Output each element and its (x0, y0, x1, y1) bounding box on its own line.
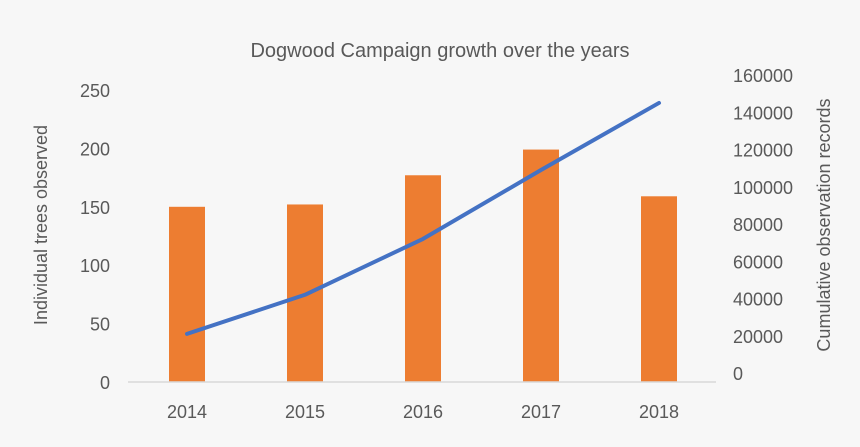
bar-2014 (169, 206, 205, 382)
x-tick-label: 2016 (403, 402, 443, 422)
y-left-tick-label: 0 (100, 373, 110, 393)
bar-2018 (641, 196, 677, 382)
y-axis-right-label: Cumulative observation records (814, 98, 834, 351)
x-tick-label: 2018 (639, 402, 679, 422)
y-right-tick-label: 160000 (733, 66, 793, 86)
y-right-tick-label: 100000 (733, 178, 793, 198)
y-right-tick-label: 0 (733, 364, 743, 384)
y-right-tick-label: 80000 (733, 215, 783, 235)
y-left-tick-label: 150 (80, 198, 110, 218)
bar-2016 (405, 175, 441, 382)
y-right-tick-label: 20000 (733, 327, 783, 347)
y-left-tick-label: 100 (80, 256, 110, 276)
y-right-tick-label: 140000 (733, 103, 793, 123)
x-tick-label: 2017 (521, 402, 561, 422)
x-tick-label: 2015 (285, 402, 325, 422)
y-left-tick-label: 250 (80, 81, 110, 101)
y-left-tick-label: 200 (80, 139, 110, 159)
y-right-tick-label: 120000 (733, 141, 793, 161)
y-right-tick-label: 40000 (733, 290, 783, 310)
y-axis-left-label: Individual trees observed (31, 125, 51, 325)
y-right-tick-label: 60000 (733, 252, 783, 272)
x-tick-label: 2014 (167, 402, 207, 422)
y-left-tick-label: 50 (90, 315, 110, 335)
chart-title: Dogwood Campaign growth over the years (250, 40, 629, 62)
bar-2017 (523, 149, 559, 382)
